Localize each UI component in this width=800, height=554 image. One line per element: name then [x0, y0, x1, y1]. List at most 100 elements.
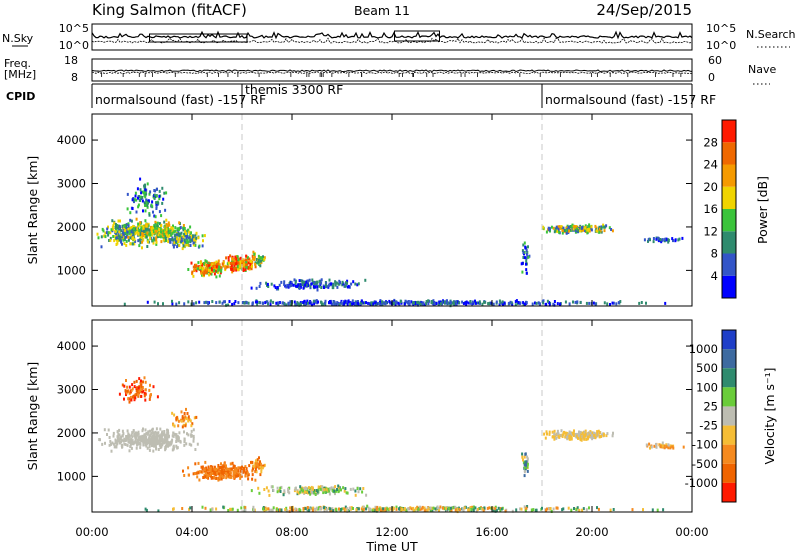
heatmap-cell: [417, 303, 419, 307]
heatmap-cell: [129, 211, 132, 215]
heatmap-cell: [386, 507, 389, 511]
heatmap-cell: [487, 302, 490, 306]
heatmap-cell: [588, 229, 591, 233]
heatmap-cell: [144, 195, 147, 199]
heatmap-cell: [649, 446, 651, 450]
heatmap-cell: [139, 177, 142, 181]
heatmap-cell: [581, 431, 584, 435]
heatmap-cell: [186, 235, 189, 238]
heatmap-cell: [237, 268, 239, 271]
heatmap-cell: [574, 433, 577, 436]
heatmap-cell: [211, 263, 214, 267]
heatmap-cell: [118, 230, 121, 234]
heatmap-cell: [350, 282, 353, 286]
heatmap-cell: [147, 201, 149, 205]
heatmap-cell: [185, 241, 188, 244]
heatmap-cell: [306, 283, 309, 287]
heatmap-cell: [254, 478, 257, 482]
heatmap-cell: [175, 302, 178, 306]
heatmap-cell: [135, 446, 138, 450]
heatmap-cell: [349, 487, 352, 491]
heatmap-cell: [229, 475, 232, 479]
heatmap-cell: [227, 259, 230, 263]
heatmap-cell: [189, 419, 192, 423]
heatmap-cell: [231, 261, 234, 265]
heatmap-cell: [205, 270, 208, 274]
heatmap-cell: [186, 243, 189, 247]
heatmap-cell: [177, 439, 180, 443]
heatmap-cell: [119, 238, 122, 242]
heatmap-cell: [419, 507, 422, 511]
nave-tick-bottom: 0: [708, 71, 715, 84]
heatmap-cell: [131, 236, 134, 240]
heatmap-cell: [265, 281, 268, 285]
heatmap-cell: [131, 439, 134, 443]
heatmap-cell: [262, 255, 264, 259]
heatmap-cell: [286, 283, 289, 287]
heatmap-cell: [279, 508, 282, 512]
heatmap-cell: [525, 262, 527, 266]
heatmap-cell: [178, 237, 181, 241]
heatmap-cell: [203, 301, 206, 305]
heatmap-cell: [183, 238, 186, 242]
heatmap-cell: [144, 219, 147, 223]
heatmap-cell: [251, 467, 254, 471]
heatmap-cell: [568, 302, 571, 306]
heatmap-cell: [346, 491, 349, 495]
heatmap-cell: [580, 226, 583, 230]
heatmap-cell: [404, 300, 407, 304]
heatmap-cell: [259, 465, 262, 469]
heatmap-cell: [183, 440, 186, 444]
heatmap-cell: [587, 225, 590, 229]
heatmap-cell: [187, 466, 190, 470]
heatmap-cell: [669, 446, 672, 450]
heatmap-cell: [403, 507, 406, 511]
heatmap-cell: [213, 465, 216, 469]
heatmap-cell: [558, 225, 561, 229]
heatmap-cell: [511, 509, 514, 513]
heatmap-cell: [252, 505, 255, 509]
heatmap-cell: [136, 438, 139, 442]
heatmap-cell: [392, 301, 395, 305]
heatmap-cell: [251, 257, 254, 261]
heatmap-cell: [124, 230, 127, 234]
heatmap-cell: [213, 269, 216, 273]
heatmap-cell: [304, 507, 307, 511]
heatmap-cell: [145, 444, 148, 448]
heatmap-cell: [575, 229, 578, 233]
heatmap-cell: [520, 262, 523, 266]
heatmap-cell: [143, 438, 146, 441]
heatmap-cell: [250, 460, 252, 464]
heatmap-cell: [369, 303, 372, 307]
heatmap-cell: [303, 487, 306, 491]
heatmap-cell: [153, 435, 156, 439]
heatmap-cell: [129, 242, 132, 246]
heatmap-cell: [175, 416, 178, 420]
heatmap-cell: [570, 228, 573, 232]
heatmap-cell: [328, 301, 330, 305]
heatmap-cell: [545, 230, 548, 234]
heatmap-cell: [158, 189, 161, 193]
heatmap-cell: [132, 224, 135, 228]
heatmap-cell: [192, 472, 195, 476]
heatmap-cell: [118, 225, 121, 229]
heatmap-cell: [177, 436, 180, 440]
heatmap-cell: [162, 238, 165, 242]
heatmap-cell: [531, 302, 534, 306]
heatmap-cell: [425, 300, 428, 303]
heatmap-cell: [267, 302, 269, 306]
heatmap-cell: [588, 223, 591, 227]
heatmap-cell: [243, 301, 246, 305]
heatmap-cell: [161, 430, 164, 434]
heatmap-cell: [164, 237, 167, 241]
heatmap-cell: [197, 461, 200, 465]
heatmap-cell: [207, 474, 210, 477]
heatmap-cell: [438, 509, 440, 513]
heatmap-cell: [211, 300, 214, 303]
heatmap-cell: [574, 434, 577, 438]
heatmap-cell: [163, 230, 166, 234]
heatmap-cell: [142, 439, 145, 443]
heatmap-cell: [139, 221, 142, 225]
noise-step-box: [149, 33, 248, 43]
